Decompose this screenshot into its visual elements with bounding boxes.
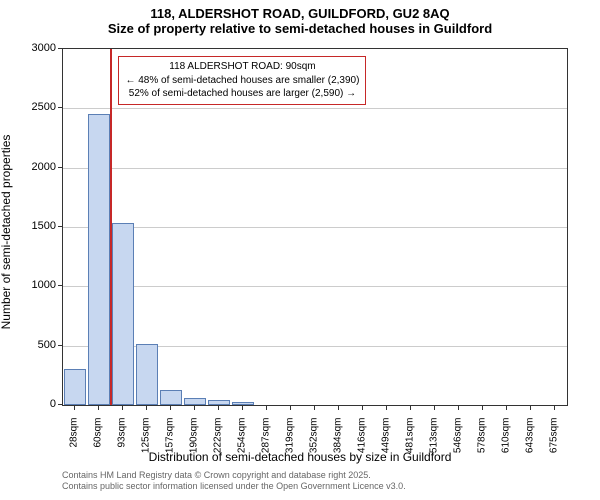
x-tick-mark bbox=[242, 406, 243, 410]
chart-footer: Contains HM Land Registry data © Crown c… bbox=[62, 470, 406, 493]
y-tick-mark bbox=[58, 404, 62, 405]
x-tick-label: 287sqm bbox=[261, 418, 272, 458]
x-tick-label: 513sqm bbox=[429, 418, 440, 458]
histogram-bar bbox=[232, 402, 255, 405]
annotation-line: 118 ALDERSHOT ROAD: 90sqm bbox=[125, 60, 359, 74]
x-tick-label: 157sqm bbox=[165, 418, 176, 458]
y-tick-label: 500 bbox=[16, 339, 56, 351]
gridline bbox=[63, 108, 567, 109]
y-tick-mark bbox=[58, 226, 62, 227]
x-tick-mark bbox=[338, 406, 339, 410]
x-tick-label: 28sqm bbox=[69, 418, 80, 458]
chart-title-line2: Size of property relative to semi-detach… bbox=[0, 21, 600, 40]
x-tick-label: 319sqm bbox=[285, 418, 296, 458]
chart-plot-area: 118 ALDERSHOT ROAD: 90sqm← 48% of semi-d… bbox=[62, 48, 568, 406]
x-tick-label: 578sqm bbox=[477, 418, 488, 458]
x-tick-label: 222sqm bbox=[213, 418, 224, 458]
x-tick-mark bbox=[530, 406, 531, 410]
x-tick-mark bbox=[170, 406, 171, 410]
y-tick-label: 2000 bbox=[16, 161, 56, 173]
x-tick-label: 60sqm bbox=[93, 418, 104, 458]
x-tick-mark bbox=[218, 406, 219, 410]
x-tick-mark bbox=[194, 406, 195, 410]
histogram-bar bbox=[184, 398, 207, 405]
x-tick-mark bbox=[98, 406, 99, 410]
x-tick-label: 125sqm bbox=[141, 418, 152, 458]
x-tick-label: 449sqm bbox=[381, 418, 392, 458]
x-tick-label: 93sqm bbox=[117, 418, 128, 458]
y-tick-label: 1500 bbox=[16, 220, 56, 232]
x-tick-mark bbox=[410, 406, 411, 410]
y-tick-label: 1000 bbox=[16, 279, 56, 291]
x-tick-label: 254sqm bbox=[237, 418, 248, 458]
annotation-line: 52% of semi-detached houses are larger (… bbox=[125, 87, 359, 101]
gridline bbox=[63, 168, 567, 169]
y-tick-label: 3000 bbox=[16, 42, 56, 54]
x-tick-label: 481sqm bbox=[405, 418, 416, 458]
histogram-bar bbox=[64, 369, 87, 405]
y-tick-mark bbox=[58, 345, 62, 346]
x-tick-mark bbox=[290, 406, 291, 410]
footer-line-1: Contains HM Land Registry data © Crown c… bbox=[62, 470, 406, 481]
y-tick-label: 0 bbox=[16, 398, 56, 410]
histogram-bar bbox=[160, 390, 183, 405]
x-tick-mark bbox=[458, 406, 459, 410]
x-tick-mark bbox=[146, 406, 147, 410]
y-tick-mark bbox=[58, 48, 62, 49]
gridline bbox=[63, 227, 567, 228]
histogram-bar bbox=[208, 400, 231, 405]
x-tick-mark bbox=[482, 406, 483, 410]
x-tick-label: 546sqm bbox=[453, 418, 464, 458]
x-tick-label: 610sqm bbox=[501, 418, 512, 458]
x-tick-label: 352sqm bbox=[309, 418, 320, 458]
x-tick-label: 416sqm bbox=[357, 418, 368, 458]
x-tick-mark bbox=[386, 406, 387, 410]
marker-vertical-line bbox=[110, 49, 112, 405]
x-tick-mark bbox=[266, 406, 267, 410]
x-tick-label: 675sqm bbox=[549, 418, 560, 458]
histogram-bar bbox=[88, 114, 111, 405]
x-tick-mark bbox=[74, 406, 75, 410]
y-tick-mark bbox=[58, 285, 62, 286]
x-tick-mark bbox=[554, 406, 555, 410]
chart-title-line1: 118, ALDERSHOT ROAD, GUILDFORD, GU2 8AQ bbox=[0, 0, 600, 21]
x-tick-mark bbox=[434, 406, 435, 410]
histogram-bar bbox=[136, 344, 159, 405]
x-tick-label: 643sqm bbox=[525, 418, 536, 458]
y-tick-mark bbox=[58, 167, 62, 168]
y-axis-label: Number of semi-detached properties bbox=[0, 135, 13, 330]
x-tick-mark bbox=[314, 406, 315, 410]
footer-line-2: Contains public sector information licen… bbox=[62, 481, 406, 492]
histogram-bar bbox=[112, 223, 135, 405]
x-tick-mark bbox=[362, 406, 363, 410]
annotation-line: ← 48% of semi-detached houses are smalle… bbox=[125, 74, 359, 88]
gridline bbox=[63, 286, 567, 287]
y-tick-label: 2500 bbox=[16, 101, 56, 113]
annotation-box: 118 ALDERSHOT ROAD: 90sqm← 48% of semi-d… bbox=[118, 56, 366, 105]
x-tick-mark bbox=[122, 406, 123, 410]
x-tick-label: 384sqm bbox=[333, 418, 344, 458]
y-tick-mark bbox=[58, 107, 62, 108]
x-tick-mark bbox=[506, 406, 507, 410]
x-tick-label: 190sqm bbox=[189, 418, 200, 458]
